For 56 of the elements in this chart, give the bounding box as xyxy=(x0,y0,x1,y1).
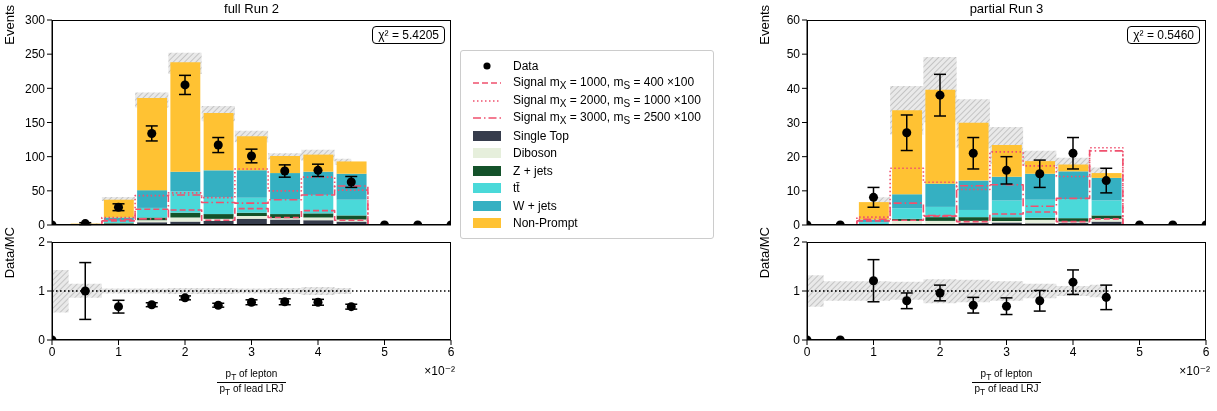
y-tick-label: 50 xyxy=(786,47,801,62)
y-tick-label: 2 xyxy=(38,235,46,250)
x-tick-label: 5 xyxy=(1136,344,1144,359)
y-tick-label: 0 xyxy=(793,333,801,348)
legend-label: Diboson xyxy=(513,146,558,161)
text: ×10⁻² xyxy=(1179,364,1210,378)
x-tick-label: 4 xyxy=(314,344,322,359)
y-tick-label: 0 xyxy=(793,218,801,233)
text: p$_{T}$ of lepton p$_{T}$ of lead LRJ xyxy=(974,368,1039,397)
legend-label: Z + jets xyxy=(513,163,553,178)
y-tick-label: 100 xyxy=(24,149,46,164)
y-tick-label: 2 xyxy=(793,235,801,250)
x-tick-label: 2 xyxy=(936,344,944,359)
x-tick-label: 3 xyxy=(248,344,256,359)
x-tick-label: 0 xyxy=(48,344,56,359)
y-tick-label: 1 xyxy=(793,284,801,299)
x-tick-label: 2 xyxy=(181,344,189,359)
x-tick-label: 6 xyxy=(1202,344,1210,359)
legend-label: Data xyxy=(513,58,539,73)
y-axis-title: Data/MC xyxy=(2,227,17,279)
y-tick-label: 30 xyxy=(786,115,801,130)
x-tick-label: 1 xyxy=(115,344,123,359)
annotation: χ² = 0.5460 xyxy=(1127,26,1200,44)
legend-label: W + jets xyxy=(513,198,557,213)
legend-label: Non-Prompt xyxy=(513,216,578,231)
y-tick-label: 300 xyxy=(24,13,46,28)
legend-label: Signal m$_{X}$ = 1000, m$_{S}$ = 400 ×100 xyxy=(513,75,695,92)
y-tick-label: 20 xyxy=(786,149,801,164)
legend-label: tt̄ xyxy=(513,181,520,196)
x-tick-label: 5 xyxy=(381,344,389,359)
y-tick-label: 0 xyxy=(38,333,46,348)
y-tick-label: 40 xyxy=(786,81,801,96)
text: p$_{T}$ of lepton p$_{T}$ of lead LRJ xyxy=(219,368,284,397)
y-tick-label: 60 xyxy=(786,13,801,28)
x-tick-label: 4 xyxy=(1069,344,1077,359)
y-axis-title: Events xyxy=(757,5,772,45)
y-axis-title: Data/MC xyxy=(757,227,772,279)
x-tick-label: 1 xyxy=(870,344,878,359)
y-tick-label: 150 xyxy=(24,115,46,130)
legend-label: Signal m$_{X}$ = 3000, m$_{S}$ = 2500 ×100 xyxy=(513,110,701,127)
chart-title: partial Run 3 xyxy=(968,1,1045,16)
y-tick-label: 10 xyxy=(786,184,801,199)
x-tick-label: 0 xyxy=(803,344,811,359)
annotation: χ² = 5.4205 xyxy=(372,26,445,44)
y-tick-label: 1 xyxy=(38,284,46,299)
y-tick-label: 50 xyxy=(31,184,46,199)
y-tick-label: 200 xyxy=(24,81,46,96)
chart-title: full Run 2 xyxy=(223,1,280,16)
legend-label: Single Top xyxy=(513,128,569,143)
legend-label: Signal m$_{X}$ = 2000, m$_{S}$ = 1000 ×100 xyxy=(513,92,701,109)
x-tick-label: 3 xyxy=(1003,344,1011,359)
text: ×10⁻² xyxy=(424,364,455,378)
x-tick-label: 6 xyxy=(447,344,455,359)
y-tick-label: 250 xyxy=(24,47,46,62)
y-axis-title: Events xyxy=(2,5,17,45)
y-tick-label: 0 xyxy=(38,218,46,233)
